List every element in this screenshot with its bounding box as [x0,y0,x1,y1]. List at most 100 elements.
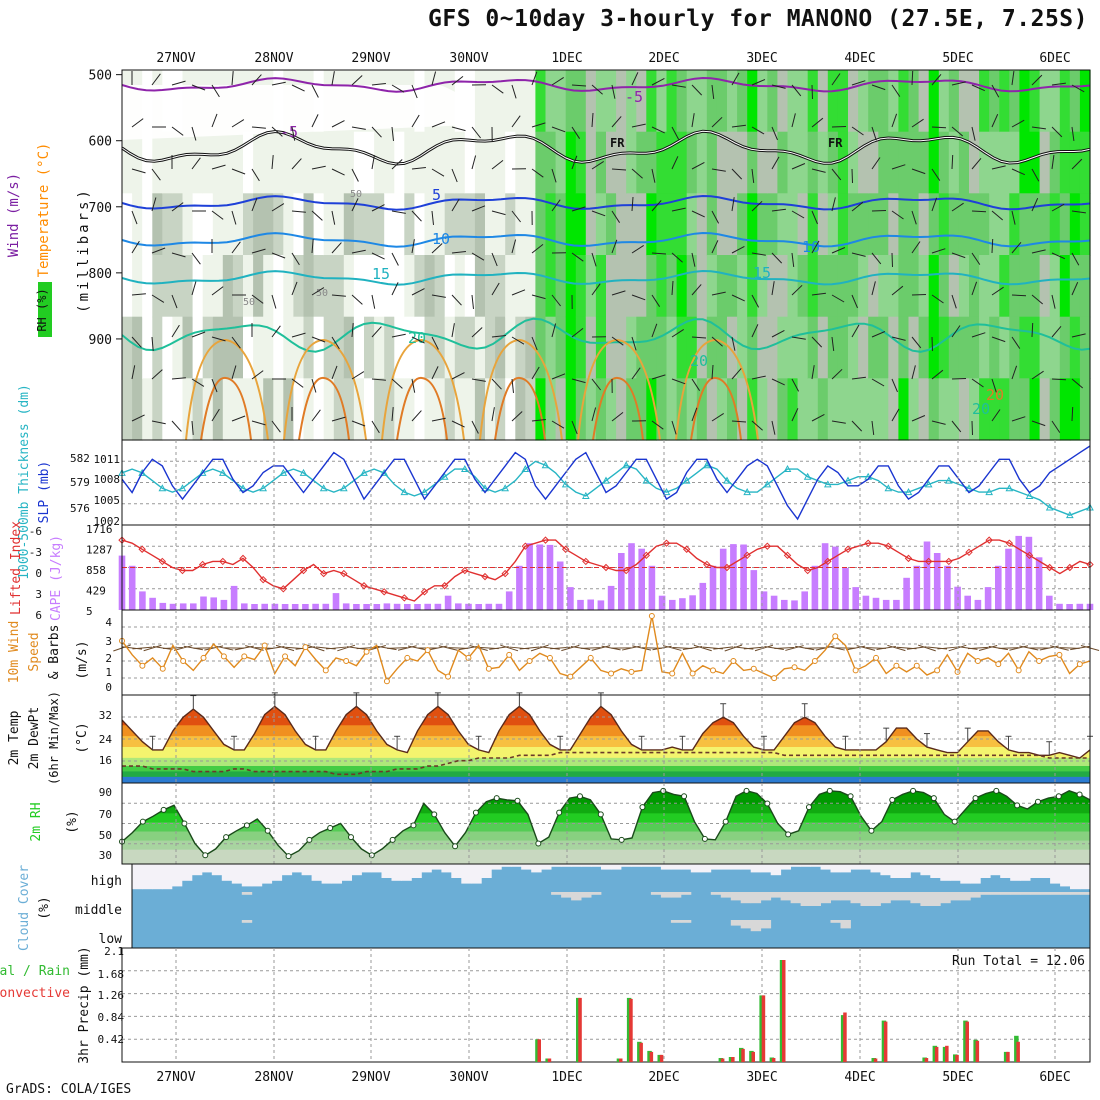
cloud-cell [311,864,322,881]
wind-barb [1071,84,1085,93]
rh-cell [303,193,315,256]
wind-barb [611,210,621,223]
data-point [1045,503,1054,511]
rh-cell [958,70,970,133]
rh-cell [575,255,587,318]
data-point [608,670,615,677]
rh-cell [858,378,869,441]
rh-cell [807,193,819,256]
freezing-line-inner [121,130,1091,165]
rh-cell [535,131,547,194]
wind-barb [991,84,1000,98]
cloud-cell [251,864,263,887]
rh-cell [908,378,920,441]
rh-cell [293,255,305,318]
rh-cell [787,316,799,379]
rh-cell [202,316,214,379]
cloud-cell [910,892,921,904]
cape-bar [261,603,268,610]
precip-convective-bar [843,1012,847,1062]
wind-barb [371,378,386,381]
wind-barb [751,252,766,256]
wind-barb [631,72,639,86]
date-label-top: 29NOV [351,51,390,66]
cloud-cell [960,892,971,901]
data-point [264,827,271,834]
data-point [1076,661,1083,668]
rh-cell [565,316,577,379]
wind-barb [171,80,186,86]
wind-barb [377,645,397,651]
wind-barb [391,282,399,296]
rh-cell [253,193,264,256]
rh-cell [232,378,244,441]
precip-axis-label: 3hr Precip (mm) [77,946,92,1063]
rh-cell [666,193,678,256]
rh-cell [384,378,395,441]
precip-total-bar [718,1058,724,1062]
rh-cell [666,255,678,318]
rh-cell [263,131,274,194]
rh-cell [1029,316,1041,379]
wind-barb [591,210,606,217]
rh-cell [676,255,688,318]
cloud-cell [371,864,382,873]
wind-barb [825,645,845,651]
rh-cell [273,255,284,318]
rh-cell [888,193,899,256]
wind-barb [411,114,420,128]
precip-convective-bar [883,1021,888,1062]
rh-cell [1049,378,1061,441]
cape-bar [149,597,156,610]
rh-cell [404,255,415,318]
wind-barb [911,241,921,254]
rh-cell [868,131,879,194]
wind-barb [967,646,988,650]
wind-tick-label: 1 [105,666,112,679]
rh-cell [1079,378,1091,441]
data-point [299,468,308,476]
rh-cell [202,131,214,194]
wind-barb [631,196,634,212]
cape-bar [974,599,982,610]
rh-cell [545,193,557,256]
rh-cell [646,316,657,379]
rh-cell [616,131,627,194]
wind-barb [891,210,904,220]
data-point [160,806,167,813]
cloud-cell [780,892,791,901]
cape-bar [709,565,717,610]
rh-band [122,805,1090,823]
cape-bar [363,604,370,610]
rh-cell [222,316,234,379]
data-point [972,795,979,802]
data-point [722,818,729,825]
wind-barb [751,324,759,338]
rh-cell [474,131,486,194]
rh-cell [787,255,799,318]
wind-barb [351,126,366,130]
rh-cell [273,193,284,256]
cloud-cell [581,864,592,867]
cloud-cell [581,892,592,898]
wind-barb [601,645,621,651]
wind-barb [1031,74,1043,86]
wind-barb [531,244,544,254]
rh-cell [1019,255,1031,318]
wind-barb [171,202,184,212]
rh-cell [122,131,133,194]
data-point [380,588,388,596]
cape-bar [648,565,656,610]
wind-barb [411,336,425,344]
rh-cell [888,378,899,441]
rh-cell [797,378,809,441]
wind-barb [891,164,906,170]
wind-barb [531,419,546,422]
rh-cell [404,193,415,256]
rh-cell [969,378,980,441]
cloud-cell [990,892,1001,895]
precip-convective-bar [975,1040,980,1062]
wind-barb [731,124,746,128]
cloud-cell [680,920,692,923]
rh-cell [787,70,799,133]
